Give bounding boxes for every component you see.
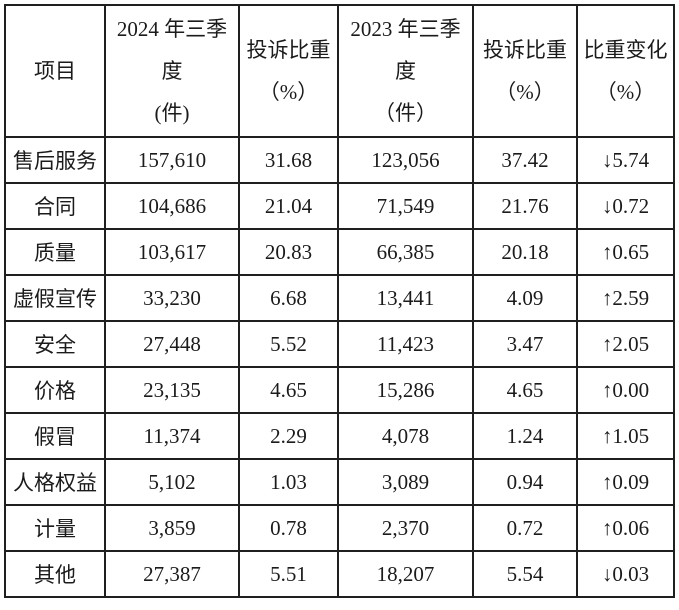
header-2024-count: 2024 年三季 度 (件) — [104, 4, 240, 138]
complaint-statistics-table: 项目 2024 年三季 度 (件) 投诉比重 （%） 2023 年三季 度 （件… — [4, 4, 675, 598]
table-row: 假冒 11,374 2.29 4,078 1.24 ↑1.05 — [4, 412, 675, 460]
value-cell: ↓0.03 — [576, 550, 675, 598]
value-cell: 11,423 — [337, 320, 474, 368]
table-body: 售后服务 157,610 31.68 123,056 37.42 ↓5.74 合同 104,6… — [4, 136, 675, 598]
value-cell: 37.42 — [472, 136, 578, 184]
header-2023-count: 2023 年三季 度 （件） — [337, 4, 474, 138]
item-cell: 合同 — [4, 182, 106, 230]
value-cell: 27,387 — [104, 550, 240, 598]
value-cell: 4.65 — [238, 366, 339, 414]
table-row: 安全 27,448 5.52 11,423 3.47 ↑2.05 — [4, 320, 675, 368]
header-item: 项目 — [4, 4, 106, 138]
value-cell: 66,385 — [337, 228, 474, 276]
item-cell: 假冒 — [4, 412, 106, 460]
value-cell: 4.09 — [472, 274, 578, 322]
table-row: 合同 104,686 21.04 71,549 21.76 ↓0.72 — [4, 182, 675, 230]
table-row: 虚假宣传 33,230 6.68 13,441 4.09 ↑2.59 — [4, 274, 675, 322]
value-cell: ↑2.05 — [576, 320, 675, 368]
value-cell: 21.04 — [238, 182, 339, 230]
header-2023-share: 投诉比重 （%） — [472, 4, 578, 138]
table-row: 价格 23,135 4.65 15,286 4.65 ↑0.00 — [4, 366, 675, 414]
value-cell: 71,549 — [337, 182, 474, 230]
value-cell: ↑2.59 — [576, 274, 675, 322]
value-cell: ↑0.09 — [576, 458, 675, 506]
header-share-change: 比重变化 （%） — [576, 4, 675, 138]
value-cell: 5.54 — [472, 550, 578, 598]
value-cell: 0.78 — [238, 504, 339, 552]
value-cell: 3,089 — [337, 458, 474, 506]
value-cell: ↑1.05 — [576, 412, 675, 460]
table-row: 其他 27,387 5.51 18,207 5.54 ↓0.03 — [4, 550, 675, 598]
table-row: 计量 3,859 0.78 2,370 0.72 ↑0.06 — [4, 504, 675, 552]
value-cell: 0.94 — [472, 458, 578, 506]
item-cell: 计量 — [4, 504, 106, 552]
header-2024-share: 投诉比重 （%） — [238, 4, 339, 138]
table-header: 项目 2024 年三季 度 (件) 投诉比重 （%） 2023 年三季 度 （件… — [4, 4, 675, 138]
value-cell: 21.76 — [472, 182, 578, 230]
value-cell: 4.65 — [472, 366, 578, 414]
item-cell: 价格 — [4, 366, 106, 414]
value-cell: 2,370 — [337, 504, 474, 552]
value-cell: 0.72 — [472, 504, 578, 552]
value-cell: 27,448 — [104, 320, 240, 368]
item-cell: 虚假宣传 — [4, 274, 106, 322]
table-row: 售后服务 157,610 31.68 123,056 37.42 ↓5.74 — [4, 136, 675, 184]
item-cell: 售后服务 — [4, 136, 106, 184]
value-cell: 20.83 — [238, 228, 339, 276]
value-cell: 5.51 — [238, 550, 339, 598]
header-row: 项目 2024 年三季 度 (件) 投诉比重 （%） 2023 年三季 度 （件… — [4, 4, 675, 138]
value-cell: 123,056 — [337, 136, 474, 184]
value-cell: 1.24 — [472, 412, 578, 460]
value-cell: 11,374 — [104, 412, 240, 460]
value-cell: 23,135 — [104, 366, 240, 414]
item-cell: 其他 — [4, 550, 106, 598]
value-cell: 3.47 — [472, 320, 578, 368]
value-cell: 13,441 — [337, 274, 474, 322]
value-cell: 31.68 — [238, 136, 339, 184]
item-cell: 质量 — [4, 228, 106, 276]
value-cell: 33,230 — [104, 274, 240, 322]
value-cell: ↓5.74 — [576, 136, 675, 184]
value-cell: 5,102 — [104, 458, 240, 506]
value-cell: ↓0.72 — [576, 182, 675, 230]
item-cell: 人格权益 — [4, 458, 106, 506]
table-row: 人格权益 5,102 1.03 3,089 0.94 ↑0.09 — [4, 458, 675, 506]
value-cell: 157,610 — [104, 136, 240, 184]
table-row: 质量 103,617 20.83 66,385 20.18 ↑0.65 — [4, 228, 675, 276]
value-cell: 2.29 — [238, 412, 339, 460]
value-cell: 5.52 — [238, 320, 339, 368]
value-cell: 3,859 — [104, 504, 240, 552]
value-cell: ↑0.65 — [576, 228, 675, 276]
item-cell: 安全 — [4, 320, 106, 368]
value-cell: 6.68 — [238, 274, 339, 322]
value-cell: 1.03 — [238, 458, 339, 506]
value-cell: ↑0.06 — [576, 504, 675, 552]
value-cell: 15,286 — [337, 366, 474, 414]
header-item-label: 项目 — [34, 59, 76, 83]
value-cell: ↑0.00 — [576, 366, 675, 414]
value-cell: 18,207 — [337, 550, 474, 598]
value-cell: 104,686 — [104, 182, 240, 230]
value-cell: 4,078 — [337, 412, 474, 460]
value-cell: 20.18 — [472, 228, 578, 276]
value-cell: 103,617 — [104, 228, 240, 276]
